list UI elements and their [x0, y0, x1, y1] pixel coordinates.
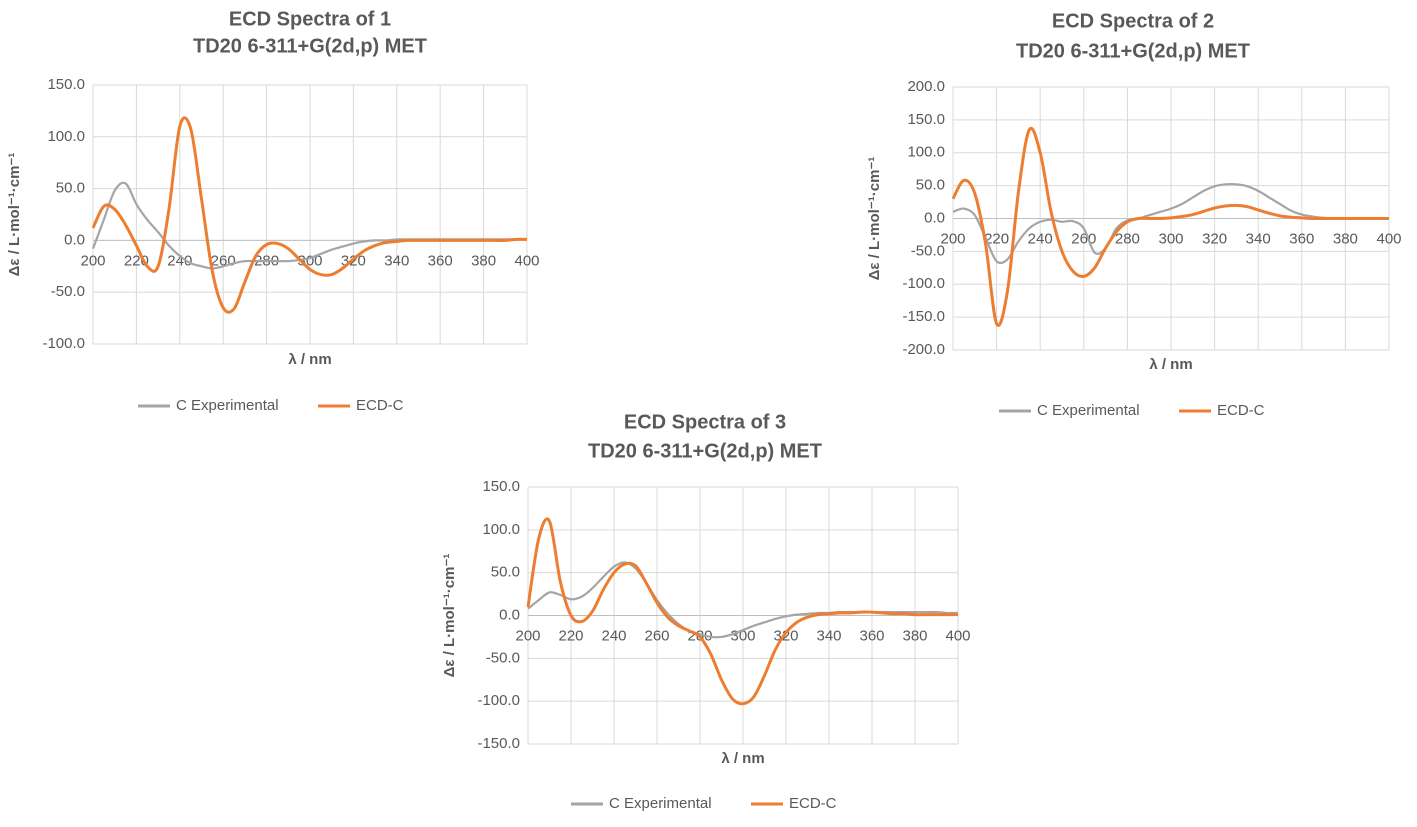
x-tick-label: 340 — [384, 252, 409, 269]
y-tick-label: 100.0 — [482, 521, 520, 538]
x-tick-label: 220 — [558, 627, 583, 644]
x-tick-label: 220 — [984, 230, 1009, 247]
y-tick-label: 100.0 — [47, 128, 85, 145]
x-axis-title: λ / nm — [288, 351, 331, 368]
x-tick-label: 340 — [1246, 230, 1271, 247]
series-line — [952, 182, 1389, 265]
x-tick-label: 360 — [1289, 230, 1314, 247]
x-tick-label: 360 — [859, 627, 884, 644]
y-tick-label: -200.0 — [902, 341, 945, 358]
y-tick-label: -50.0 — [911, 242, 945, 259]
y-tick-label: 50.0 — [491, 564, 520, 581]
y-tick-label: 0.0 — [924, 209, 945, 226]
y-axis-title: Δε / L·mol⁻¹·cm⁻¹ — [6, 153, 23, 277]
x-tick-label: 240 — [167, 252, 192, 269]
x-axis-title: λ / nm — [1149, 356, 1192, 373]
y-tick-label: 150.0 — [47, 76, 85, 93]
legend-label: ECD-C — [356, 397, 404, 414]
x-axis-title: λ / nm — [721, 750, 764, 767]
x-tick-label: 200 — [940, 230, 965, 247]
x-tick-label: 400 — [1376, 230, 1401, 247]
y-tick-label: -50.0 — [486, 649, 520, 666]
chart-subtitle: TD20 6-311+G(2d,p) MET — [1016, 40, 1250, 62]
chart: ECD Spectra of 2 TD20 6-311+G(2d,p) MET -2… — [866, 10, 1402, 419]
y-tick-label: -100.0 — [902, 275, 945, 292]
series-line — [526, 517, 958, 706]
legend-label: C Experimental — [176, 397, 279, 414]
chart-title: ECD Spectra of 3 — [624, 411, 786, 433]
x-tick-label: 200 — [515, 627, 540, 644]
y-tick-label: 150.0 — [907, 111, 945, 128]
y-tick-label: 0.0 — [64, 231, 85, 248]
y-tick-label: 50.0 — [916, 177, 945, 194]
chart-title: ECD Spectra of 2 — [1052, 10, 1214, 32]
x-tick-label: 340 — [816, 627, 841, 644]
legend-label: ECD-C — [789, 795, 837, 812]
y-tick-label: -100.0 — [42, 335, 85, 352]
x-tick-label: 280 — [1115, 230, 1140, 247]
x-tick-label: 200 — [80, 252, 105, 269]
series-line — [951, 126, 1389, 327]
x-tick-label: 360 — [428, 252, 453, 269]
x-tick-label: 320 — [1202, 230, 1227, 247]
legend-label: C Experimental — [609, 795, 712, 812]
chart: ECD Spectra of 3 TD20 6-311+G(2d,p) MET -1… — [441, 411, 971, 812]
x-tick-label: 400 — [945, 627, 970, 644]
legend-label: ECD-C — [1217, 402, 1265, 419]
y-tick-label: 0.0 — [499, 606, 520, 623]
x-tick-label: 380 — [902, 627, 927, 644]
x-tick-label: 380 — [1333, 230, 1358, 247]
chart-subtitle: TD20 6-311+G(2d,p) MET — [193, 35, 427, 57]
x-tick-label: 260 — [1071, 230, 1096, 247]
chart-subtitle: TD20 6-311+G(2d,p) MET — [588, 440, 822, 462]
y-tick-label: 100.0 — [907, 144, 945, 161]
series-line — [91, 116, 528, 314]
x-tick-label: 260 — [644, 627, 669, 644]
x-tick-label: 240 — [601, 627, 626, 644]
x-tick-label: 320 — [773, 627, 798, 644]
y-axis-title: Δε / L·mol⁻¹·cm⁻¹ — [866, 157, 883, 281]
x-tick-label: 240 — [1028, 230, 1053, 247]
x-tick-label: 380 — [471, 252, 496, 269]
chart: ECD Spectra of 1 TD20 6-311+G(2d,p) MET -1… — [6, 8, 540, 414]
y-tick-label: -150.0 — [902, 308, 945, 325]
chart-title: ECD Spectra of 1 — [229, 8, 391, 30]
y-tick-label: -150.0 — [477, 735, 520, 752]
y-axis-title: Δε / L·mol⁻¹·cm⁻¹ — [441, 554, 458, 678]
y-tick-label: -100.0 — [477, 692, 520, 709]
y-tick-label: 150.0 — [482, 478, 520, 495]
y-tick-label: 200.0 — [907, 78, 945, 95]
y-tick-label: -50.0 — [51, 283, 85, 300]
x-tick-label: 400 — [514, 252, 539, 269]
legend-label: C Experimental — [1037, 402, 1140, 419]
x-tick-label: 300 — [1158, 230, 1183, 247]
y-tick-label: 50.0 — [56, 180, 85, 197]
